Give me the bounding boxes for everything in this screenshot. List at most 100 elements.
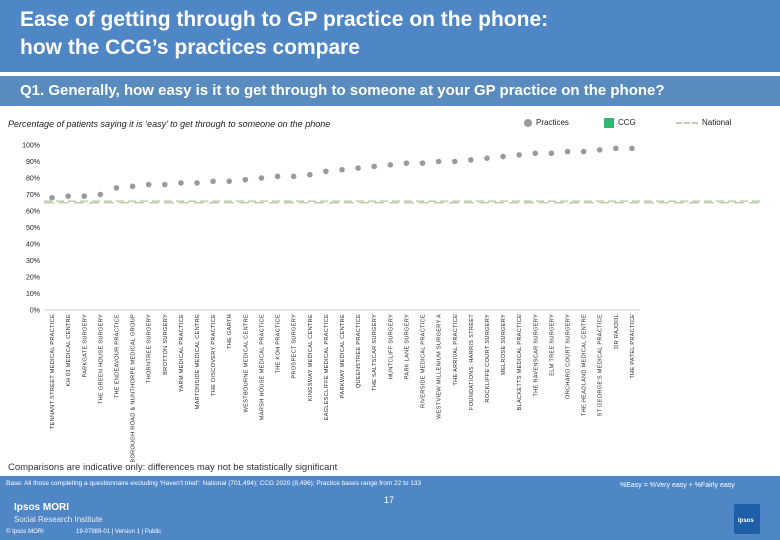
base-note: Base: All those completing a questionnai…: [6, 480, 422, 487]
category-label: FOUNDATIONS: HARRIS STREET: [469, 314, 475, 410]
practice-data-point: [242, 176, 249, 183]
practice-data-point: [613, 145, 619, 152]
y-tick-label: 30%: [26, 258, 40, 265]
category-label: ST GEORGE'S MEDICAL PRACTICE: [598, 314, 604, 416]
practice-data-point: [290, 173, 297, 180]
practice-data-point: [162, 181, 168, 188]
category-label: QUEENSTREE PRACTICE: [356, 314, 362, 388]
category-label: DR RAJOOL: [614, 314, 620, 349]
practice-data-point: [419, 160, 426, 166]
practice-data-point: [355, 165, 361, 171]
practice-data-point: [97, 191, 104, 198]
category-label: ROCKLIFFE COURT SURGERY: [485, 314, 491, 403]
y-tick-label: 20%: [26, 275, 40, 282]
category-label: PARKWAY MEDICAL CENTRE: [340, 314, 346, 398]
category-label: HUNTCLIFF SURGERY: [388, 314, 394, 379]
practice-data-point: [129, 183, 136, 190]
category-label: MARTONSIDE MEDICAL CENTRE: [195, 314, 201, 409]
practice-data-point: [548, 150, 555, 157]
ipsos-logo-icon: Ipsos: [734, 504, 760, 534]
page-number: 17: [384, 495, 395, 505]
question-bar: Q1. Generally, how easy is it to get thr…: [0, 76, 780, 106]
y-tick-label: 40%: [26, 242, 40, 249]
ipsos-mori-logo: Ipsos MORI: [14, 502, 70, 513]
practice-data-point: [580, 148, 587, 155]
practice-data-point: [484, 155, 490, 161]
category-label: TENNANT STREET MEDICAL PRACTICE: [50, 314, 56, 429]
practice-data-point: [323, 168, 329, 175]
easy-definition: %Easy = %Very easy + %Fairly easy: [620, 482, 735, 489]
practice-data-point: [516, 152, 522, 158]
practice-data-point: [226, 178, 233, 185]
practice-data-point: [451, 158, 458, 165]
practice-data-point: [65, 193, 71, 199]
category-label: BOROUGH ROAD & NUNTHORPE MEDICAL GROUP: [131, 314, 137, 462]
y-tick-label: 60%: [26, 209, 40, 216]
practice-data-point: [274, 173, 281, 180]
title-line-2: how the CCG’s practices compare: [20, 36, 360, 59]
category-label: THE GARTH: [227, 314, 233, 349]
job-reference: 19-07989-01 | Version 1 | Public: [76, 529, 162, 535]
category-label: EAGLESCLIFFE MEDICAL PRACTICE: [324, 314, 330, 420]
category-label: WESTVIEW MILLENIUM SURGERY A: [437, 314, 443, 419]
practice-data-point: [145, 181, 152, 188]
scatter-chart: 0% 10% 20% 30% 40% 50% 60% 70% 80% 90% 100% TENNANT…: [22, 143, 760, 462]
chart-legend: Practices CCG National: [520, 116, 770, 132]
category-label: YARM MEDICAL PRACTICE: [179, 314, 185, 392]
social-research-institute: Social Research Institute: [14, 515, 103, 524]
practice-data-point: [596, 147, 603, 153]
chart-subtitle: Percentage of patients saying it is ‘eas…: [8, 119, 331, 129]
category-label: PARK LANE SURGERY: [404, 314, 410, 379]
category-label: THE ENDEAVOUR PRACTICE: [114, 314, 120, 398]
caveat-text: Comparisons are indicative only: differe…: [8, 462, 338, 473]
y-tick-label: 80%: [26, 176, 40, 183]
category-label: THE GREEN HOUSE SURGERY: [98, 314, 104, 404]
legend-national-label: National: [702, 118, 732, 127]
category-label: KH 03 MEDICAL CENTRE: [66, 314, 72, 386]
y-tick-label: 100%: [22, 143, 40, 150]
y-tick-label: 90%: [26, 159, 40, 166]
category-label: MARSH HOUSE MEDICAL PRACTICE: [259, 314, 265, 420]
category-label: THE PATEL PRACTICE: [630, 314, 636, 379]
practice-data-point: [258, 175, 265, 181]
practice-data-point: [564, 148, 571, 155]
practice-data-point: [387, 162, 394, 168]
y-tick-label: 50%: [26, 225, 40, 232]
legend-practices: Practices: [524, 118, 569, 127]
y-tick-label: 10%: [26, 291, 40, 298]
footer-banner: Base: All those completing a questionnai…: [0, 476, 780, 540]
category-label: PARKGATE SURGERY: [82, 314, 88, 378]
legend-ccg-label: CCG: [618, 118, 636, 128]
legend-national: National: [676, 118, 731, 127]
category-label: THE SALTSCAR SURGERY: [372, 314, 378, 391]
category-label: KINGSWAY MEDICAL CENTRE: [308, 314, 314, 401]
practice-data-point: [532, 150, 539, 157]
category-label: THORNTREE SURGERY: [147, 314, 153, 383]
practice-data-point: [178, 180, 184, 186]
practice-data-point: [339, 166, 345, 173]
category-label: THE DISCOVERY PRACTICE: [211, 314, 217, 396]
ccg-square-icon: [604, 118, 614, 128]
practice-data-point: [306, 171, 313, 178]
practice-data-point: [49, 195, 55, 201]
question-text: Q1. Generally, how easy is it to get thr…: [20, 82, 665, 99]
practice-data-point: [629, 145, 635, 152]
national-line-icon: [676, 121, 698, 124]
practice-data-point: [113, 185, 120, 191]
header-banner: Ease of getting through to GP practice o…: [0, 0, 780, 72]
practice-data-point: [403, 160, 410, 166]
category-label: THE RAVENSCAR SURGERY: [533, 314, 539, 397]
ipsos-badge-label: Ipsos: [738, 518, 754, 524]
copyright: © Ipsos MORI: [6, 529, 44, 535]
category-label: ELM TREE SURGERY: [549, 314, 555, 376]
category-label: THE HEADLAND MEDICAL CENTRE: [582, 314, 588, 416]
practice-data-point: [435, 158, 442, 165]
legend-practices-label: Practices: [536, 118, 569, 127]
category-label: BLACKETTS MEDICAL PRACTICE: [517, 314, 523, 411]
category-label: BROTTON SURGERY: [163, 314, 169, 375]
y-tick-label: 0%: [30, 308, 40, 315]
category-label: ORCHARD COURT SURGERY: [566, 314, 572, 399]
category-label: THE KOH PRACTICE: [276, 314, 282, 374]
category-label: MELROSE SURGERY: [501, 314, 507, 375]
practice-data-point: [371, 163, 378, 170]
